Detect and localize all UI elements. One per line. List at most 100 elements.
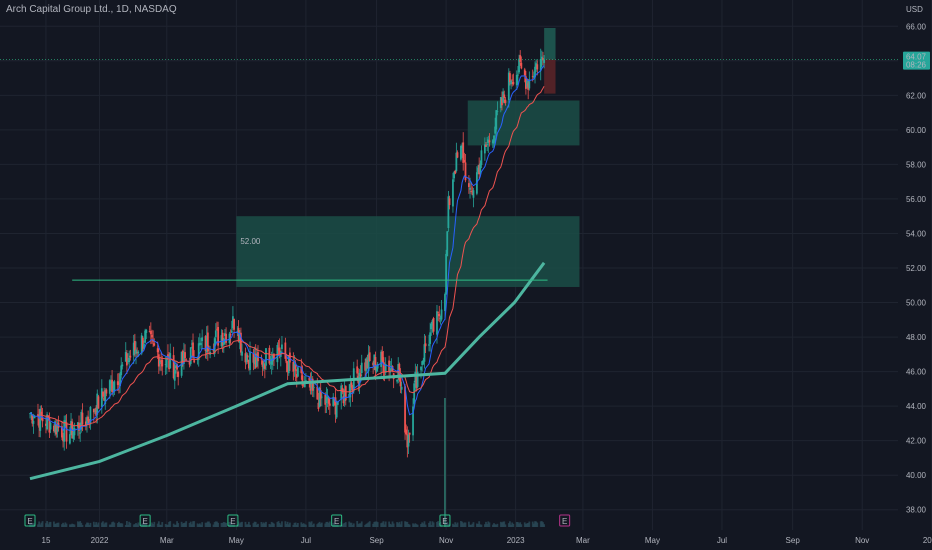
volume-bar bbox=[540, 521, 543, 527]
volume-bar bbox=[271, 522, 274, 527]
earnings-marker-label: E bbox=[334, 517, 339, 526]
volume-bar bbox=[31, 523, 34, 527]
volume-bar bbox=[413, 524, 416, 527]
x-tick-label: Sep bbox=[786, 536, 801, 545]
chart-title: Arch Capital Group Ltd., 1D, NASDAQ bbox=[6, 4, 177, 15]
candle-body bbox=[488, 140, 491, 143]
volume-bar bbox=[188, 522, 191, 527]
volume-bar bbox=[397, 523, 400, 527]
volume-bar bbox=[241, 521, 243, 527]
candle-body bbox=[140, 335, 143, 354]
volume-bar bbox=[463, 522, 466, 527]
earnings-marker-label: E bbox=[442, 517, 447, 526]
candle-body bbox=[100, 388, 103, 407]
candle-body bbox=[479, 163, 482, 173]
candle-body bbox=[351, 387, 354, 393]
candle-body bbox=[376, 363, 379, 369]
volume-bar bbox=[309, 522, 312, 527]
volume-bar bbox=[157, 521, 160, 527]
candle-body bbox=[461, 145, 463, 149]
volume-bar bbox=[238, 523, 241, 527]
candle-body bbox=[240, 332, 242, 353]
candle-body bbox=[317, 402, 320, 409]
candle-body bbox=[360, 362, 363, 374]
candle-body bbox=[48, 417, 51, 433]
candle-body bbox=[399, 377, 402, 387]
candle-body bbox=[485, 144, 487, 147]
candle-body bbox=[287, 355, 290, 374]
volume-bar bbox=[384, 521, 387, 527]
volume-bar bbox=[278, 523, 281, 527]
volume-bar bbox=[398, 521, 401, 527]
volume-bar bbox=[390, 524, 393, 527]
volume-bar bbox=[261, 523, 264, 527]
y-tick-label: 52.00 bbox=[906, 264, 927, 273]
volume-bar bbox=[350, 522, 353, 527]
candle-body bbox=[281, 344, 283, 350]
earnings-marker-label: E bbox=[230, 517, 235, 526]
volume-bar bbox=[380, 523, 383, 527]
candle-body bbox=[159, 360, 161, 364]
volume-bar bbox=[525, 524, 527, 527]
volume-bar bbox=[504, 524, 507, 527]
volume-bar bbox=[527, 522, 530, 527]
x-tick-label: 2022 bbox=[91, 536, 109, 545]
candle-body bbox=[33, 416, 36, 419]
volume-bar bbox=[295, 524, 298, 527]
candle-body bbox=[184, 352, 186, 358]
volume-bar bbox=[526, 523, 528, 527]
volume-bar bbox=[375, 521, 378, 527]
candle-body bbox=[509, 73, 511, 83]
volume-bar bbox=[100, 522, 103, 527]
candle-body bbox=[205, 335, 208, 353]
volume-bar bbox=[249, 524, 251, 527]
candle-body bbox=[119, 373, 121, 387]
candle-body bbox=[124, 351, 127, 362]
candle-body bbox=[246, 355, 249, 358]
volume-bar bbox=[494, 524, 497, 527]
volume-bar bbox=[344, 522, 347, 527]
candle-body bbox=[45, 423, 47, 426]
candle-body bbox=[295, 374, 298, 378]
candle-body bbox=[448, 198, 451, 206]
volume-bar bbox=[47, 524, 50, 527]
volume-bar bbox=[78, 522, 80, 527]
candle-body bbox=[445, 253, 447, 295]
volume-bar bbox=[253, 521, 256, 527]
candle-body bbox=[169, 353, 172, 369]
candle-body bbox=[480, 150, 483, 165]
volume-bar bbox=[172, 523, 175, 527]
volume-bar bbox=[294, 522, 297, 527]
x-tick-label: Mar bbox=[576, 536, 590, 545]
volume-bar bbox=[373, 521, 376, 527]
candle-body bbox=[260, 358, 263, 360]
volume-bar bbox=[116, 523, 119, 527]
candle-body bbox=[137, 351, 140, 354]
volume-bar bbox=[176, 521, 178, 527]
volume-bar bbox=[121, 523, 124, 527]
volume-bar bbox=[62, 522, 64, 527]
volume-bar bbox=[228, 521, 231, 527]
volume-bar bbox=[140, 523, 143, 527]
candle-body bbox=[421, 361, 424, 365]
candle-body bbox=[328, 403, 331, 406]
candle-body bbox=[436, 311, 438, 335]
volume-bar bbox=[328, 521, 331, 527]
candle-body bbox=[501, 98, 503, 106]
volume-bar bbox=[536, 522, 539, 527]
candle-body bbox=[486, 144, 489, 145]
volume-bar bbox=[421, 522, 424, 527]
volume-bar bbox=[84, 524, 87, 527]
volume-bar bbox=[341, 524, 344, 527]
volume-bar bbox=[507, 523, 510, 527]
volume-bar bbox=[359, 523, 362, 527]
candle-body bbox=[464, 162, 467, 181]
volume-bar bbox=[460, 521, 462, 527]
volume-bar bbox=[217, 522, 219, 527]
candle-body bbox=[439, 318, 442, 320]
volume-bar bbox=[143, 522, 145, 527]
earnings-marker-label: E bbox=[562, 517, 567, 526]
earnings-marker bbox=[139, 514, 151, 527]
